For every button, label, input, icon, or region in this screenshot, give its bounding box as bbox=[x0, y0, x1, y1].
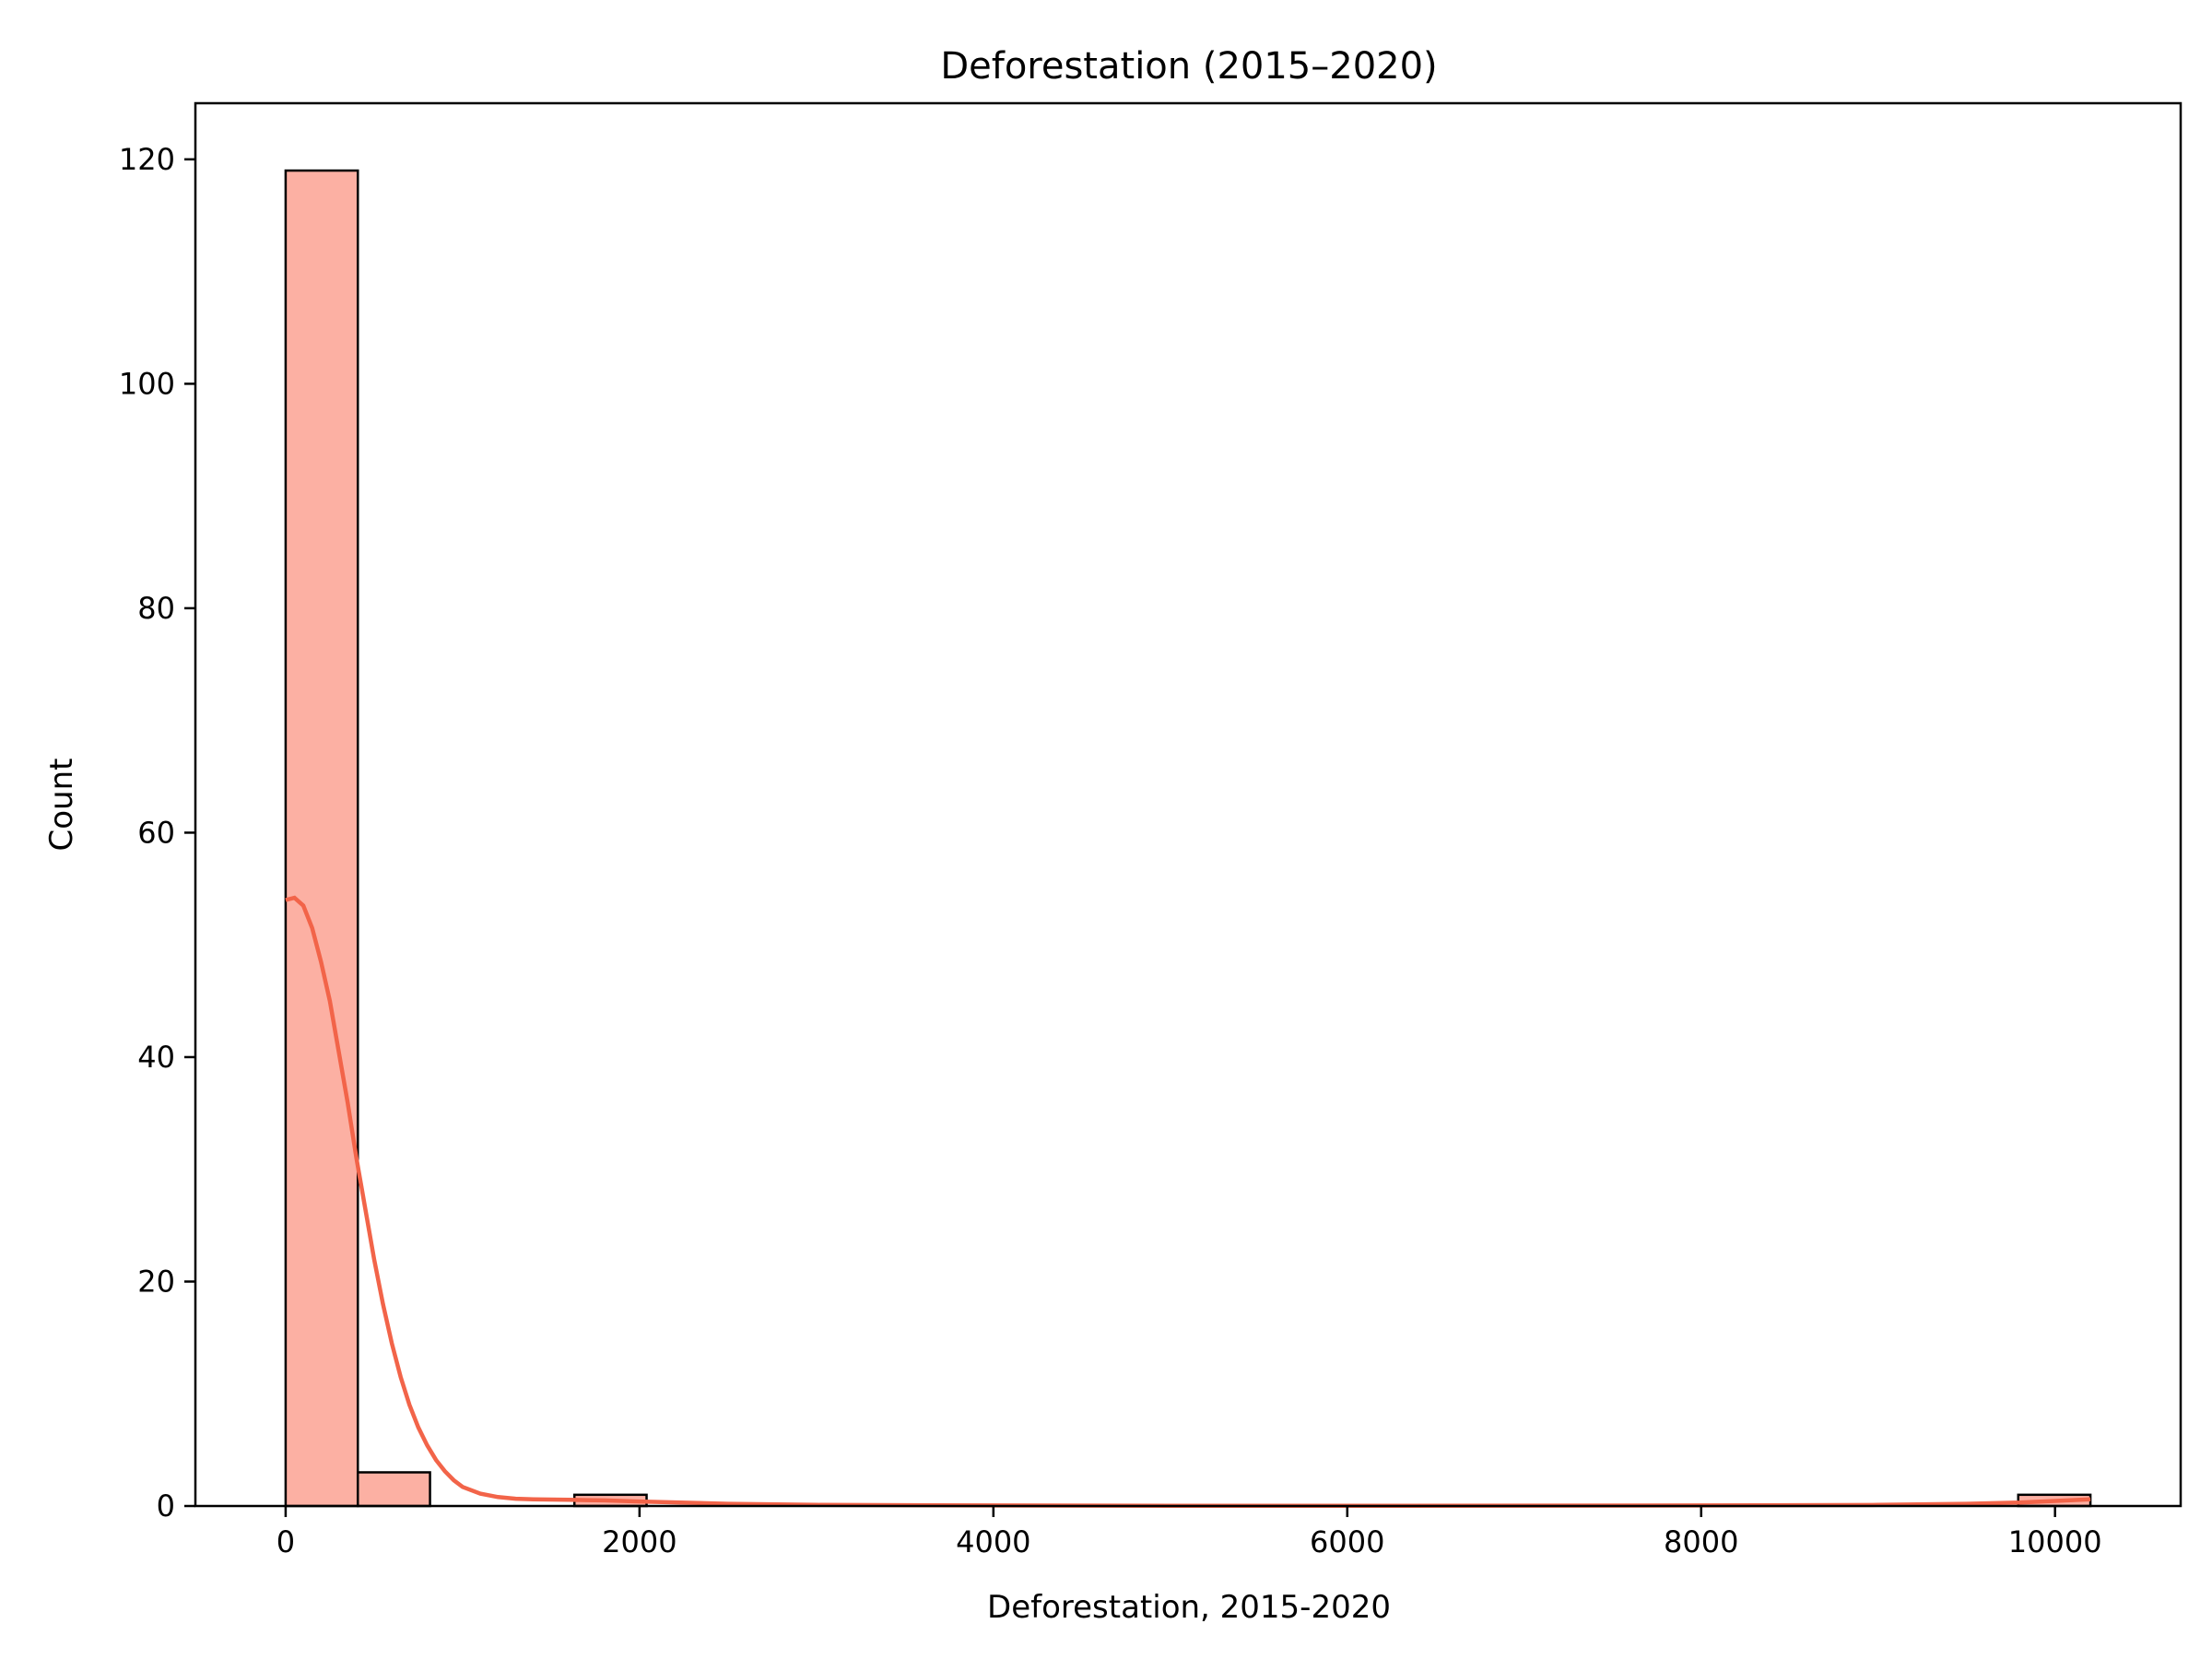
y-axis-ticks: 0 20 40 60 80 100 120 bbox=[119, 142, 195, 1524]
y-tick-label-40: 40 bbox=[137, 1040, 175, 1075]
x-tick-label-0: 0 bbox=[276, 1524, 295, 1559]
histogram-bar-1 bbox=[356, 1471, 431, 1508]
plot-frame bbox=[194, 101, 2183, 1508]
bars-group bbox=[284, 169, 2092, 1508]
y-tick-label-60: 60 bbox=[137, 815, 175, 850]
y-tick-label-20: 20 bbox=[137, 1264, 175, 1299]
chart-title: Deforestation (2015–2020) bbox=[940, 45, 1437, 88]
x-tick-label-6000: 6000 bbox=[1310, 1524, 1384, 1559]
x-tick-label-10000: 10000 bbox=[2008, 1524, 2102, 1559]
x-tick-label-4000: 4000 bbox=[956, 1524, 1030, 1559]
x-tick-label-8000: 8000 bbox=[1664, 1524, 1738, 1559]
x-axis-label: Deforestation, 2015-2020 bbox=[987, 1589, 1391, 1626]
x-axis-ticks: 0 2000 4000 6000 8000 10000 bbox=[276, 1506, 2102, 1559]
y-tick-label-100: 100 bbox=[119, 366, 175, 401]
y-tick-label-120: 120 bbox=[119, 142, 175, 177]
y-tick-label-80: 80 bbox=[137, 591, 175, 626]
x-tick-label-2000: 2000 bbox=[602, 1524, 677, 1559]
histogram-bar-0 bbox=[284, 169, 359, 1508]
y-tick-label-0: 0 bbox=[157, 1488, 175, 1524]
y-axis-label: Count bbox=[43, 759, 80, 852]
